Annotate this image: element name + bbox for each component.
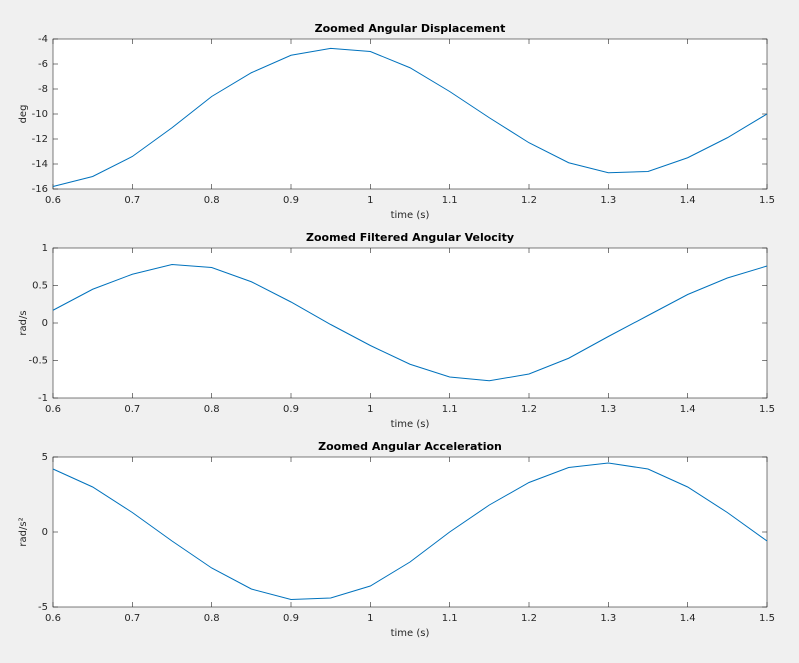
data-line: [52, 462, 768, 601]
x-tick-label: 0.8: [204, 404, 220, 415]
x-tick-label: 1.1: [442, 195, 458, 206]
y-tick-label: -5: [38, 602, 48, 613]
y-tick-label: -1: [38, 393, 48, 404]
chart-title: Zoomed Angular Acceleration: [318, 440, 502, 453]
y-tick-label: -16: [32, 184, 48, 195]
x-tick-label: 0.6: [45, 404, 61, 415]
y-tick-label: 0: [42, 318, 48, 329]
y-tick-label: 1: [42, 243, 48, 254]
x-tick-label: 1.2: [521, 195, 537, 206]
x-tick-label: 0.9: [283, 404, 299, 415]
y-axis-label: deg: [18, 105, 29, 124]
data-line: [52, 47, 768, 187]
plot-area: [52, 247, 768, 399]
y-tick-label: 0.5: [32, 281, 48, 292]
x-tick-label: 1.4: [680, 613, 696, 624]
x-tick-label: 1.2: [521, 613, 537, 624]
y-tick-label: 5: [42, 452, 48, 463]
x-tick-label: 0.7: [124, 195, 140, 206]
y-axis-label: rad/s²: [18, 517, 29, 546]
y-tick-label: -0.5: [28, 356, 48, 367]
x-axis-label: time (s): [391, 419, 430, 430]
y-tick-label: -8: [38, 84, 48, 95]
x-tick-label: 1.3: [600, 613, 616, 624]
x-tick-label: 1: [367, 195, 373, 206]
plot-area: [52, 456, 768, 608]
x-tick-label: 1.3: [600, 195, 616, 206]
y-tick-label: -12: [32, 134, 48, 145]
x-tick-label: 1.1: [442, 613, 458, 624]
x-tick-label: 0.7: [124, 404, 140, 415]
x-tick-label: 0.9: [283, 613, 299, 624]
y-axis-label: rad/s: [18, 310, 29, 335]
x-tick-label: 1.4: [680, 404, 696, 415]
y-tick-label: -10: [32, 109, 48, 120]
x-tick-label: 1.5: [759, 195, 775, 206]
x-tick-label: 0.7: [124, 613, 140, 624]
data-line: [52, 263, 768, 382]
x-tick-label: 0.6: [45, 195, 61, 206]
y-tick-label: -6: [38, 59, 48, 70]
x-axis-label: time (s): [391, 628, 430, 639]
x-tick-label: 0.8: [204, 613, 220, 624]
chart-title: Zoomed Angular Displacement: [315, 22, 506, 35]
y-tick-label: -14: [32, 159, 48, 170]
x-tick-label: 1: [367, 613, 373, 624]
x-tick-label: 1.5: [759, 613, 775, 624]
x-tick-label: 0.8: [204, 195, 220, 206]
x-tick-label: 1.1: [442, 404, 458, 415]
y-tick-label: -4: [38, 34, 48, 45]
plot-area: [52, 38, 768, 190]
y-tick-label: 0: [42, 527, 48, 538]
x-tick-label: 1.3: [600, 404, 616, 415]
x-tick-label: 0.9: [283, 195, 299, 206]
x-tick-label: 0.6: [45, 613, 61, 624]
x-axis-label: time (s): [391, 210, 430, 221]
chart-title: Zoomed Filtered Angular Velocity: [306, 231, 514, 244]
x-tick-label: 1.4: [680, 195, 696, 206]
x-tick-label: 1.5: [759, 404, 775, 415]
x-tick-label: 1.2: [521, 404, 537, 415]
x-tick-label: 1: [367, 404, 373, 415]
